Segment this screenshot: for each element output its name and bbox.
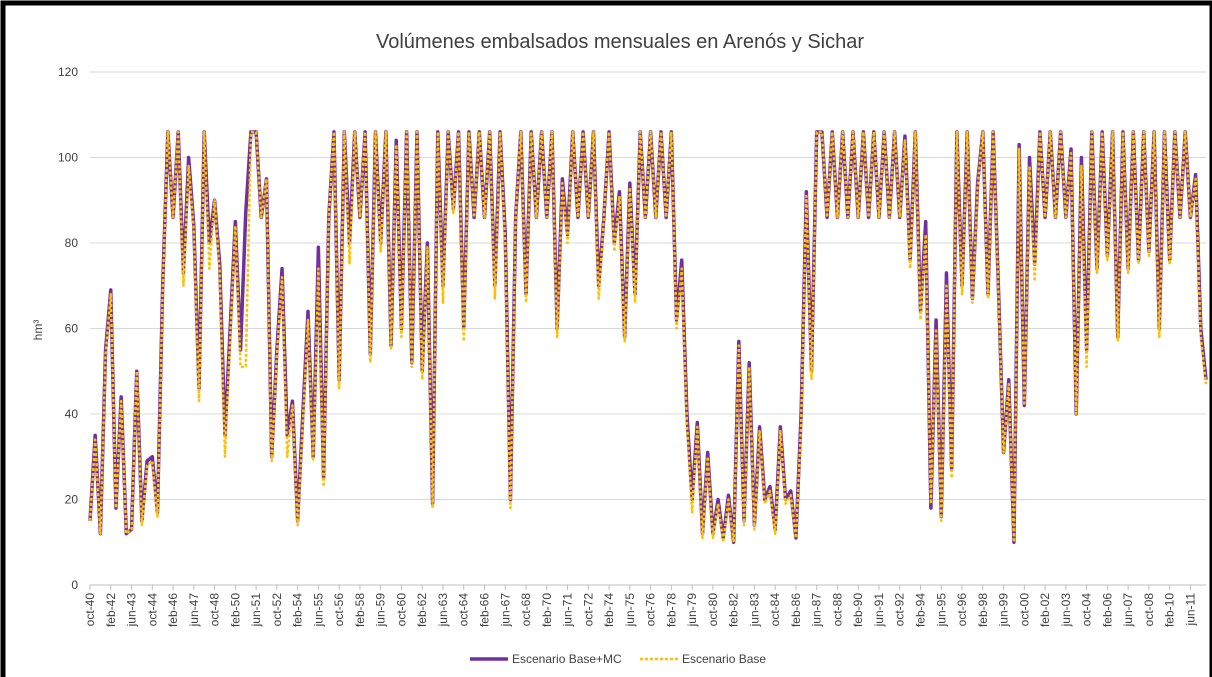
y-tick-label: 0	[71, 578, 78, 592]
x-tick-label: jun-59	[374, 593, 388, 628]
x-tick-label: feb-86	[789, 593, 803, 627]
y-axis-label: hm³	[31, 320, 45, 341]
x-tick-label: feb-50	[228, 593, 242, 627]
y-tick-label: 20	[65, 493, 79, 507]
x-tick-label: jun-47	[187, 593, 201, 628]
x-tick-label: jun-63	[436, 593, 450, 628]
x-tick-label: feb-06	[1100, 593, 1114, 627]
y-tick-label: 100	[58, 151, 78, 165]
x-tick-label: oct-76	[644, 593, 658, 627]
x-tick-label: jun-75	[623, 593, 637, 628]
x-tick-label: jun-87	[810, 593, 824, 628]
legend-label: Escenario Base+MC	[512, 652, 622, 666]
x-tick-label: oct-92	[893, 593, 907, 627]
x-tick-label: feb-74	[602, 593, 616, 627]
x-tick-label: feb-46	[166, 593, 180, 627]
x-tick-label: jun-03	[1059, 593, 1073, 628]
x-tick-label: feb-70	[540, 593, 554, 627]
x-tick-label: feb-58	[353, 593, 367, 627]
y-tick-label: 60	[65, 322, 79, 336]
y-tick-label: 80	[65, 236, 79, 250]
x-tick-label: jun-43	[125, 593, 139, 628]
x-tick-label: oct-40	[83, 593, 97, 627]
x-tick-label: oct-04	[1080, 593, 1094, 627]
x-tick-label: oct-00	[1017, 593, 1031, 627]
x-tick-label: oct-80	[706, 593, 720, 627]
x-tick-label: jun-11	[1183, 593, 1197, 627]
x-tick-label: feb-90	[851, 593, 865, 627]
y-tick-label: 120	[58, 65, 78, 79]
x-tick-label: feb-94	[914, 593, 928, 627]
x-tick-label: jun-91	[872, 593, 886, 628]
x-tick-label: oct-48	[208, 593, 222, 627]
x-tick-label: oct-84	[768, 593, 782, 627]
x-tick-label: feb-66	[477, 593, 491, 627]
x-tick-label: feb-02	[1038, 593, 1052, 627]
x-tick-label: oct-08	[1142, 593, 1156, 627]
x-tick-label: jun-99	[997, 593, 1011, 628]
x-tick-label: jun-51	[249, 593, 263, 628]
x-tick-label: oct-64	[457, 593, 471, 627]
x-tick-label: feb-54	[291, 593, 305, 627]
x-tick-label: oct-44	[145, 593, 159, 627]
x-tick-label: jun-55	[311, 593, 325, 628]
x-tick-label: jun-67	[498, 593, 512, 628]
chart-title: Volúmenes embalsados mensuales en Arenós…	[376, 31, 864, 53]
series-line	[88, 130, 1208, 544]
x-tick-label: jun-83	[747, 593, 761, 628]
legend-label: Escenario Base	[682, 652, 766, 666]
x-tick-label: jun-71	[561, 593, 575, 628]
x-tick-label: oct-72	[581, 593, 595, 627]
x-tick-label: feb-98	[976, 593, 990, 627]
x-tick-label: feb-82	[727, 593, 741, 627]
x-tick-label: feb-62	[415, 593, 429, 627]
x-tick-label: feb-78	[664, 593, 678, 627]
x-tick-label: oct-68	[519, 593, 533, 627]
x-tick-label: oct-88	[830, 593, 844, 627]
x-tick-label: oct-56	[332, 593, 346, 627]
x-tick-label: oct-60	[394, 593, 408, 627]
x-tick-label: feb-42	[104, 593, 118, 627]
x-tick-label: jun-95	[934, 593, 948, 628]
x-tick-label: oct-52	[270, 593, 284, 627]
x-tick-label: feb-10	[1163, 593, 1177, 627]
x-tick-label: oct-96	[955, 593, 969, 627]
y-tick-label: 40	[65, 407, 79, 421]
x-tick-label: jun-79	[685, 593, 699, 628]
x-tick-label: jun-07	[1121, 593, 1135, 628]
